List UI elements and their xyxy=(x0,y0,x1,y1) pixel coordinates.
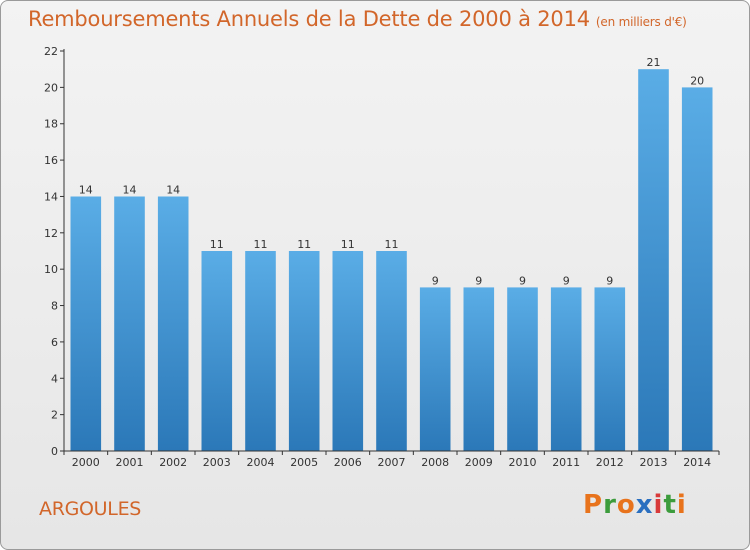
bar-2006 xyxy=(332,251,364,451)
bar-2004 xyxy=(245,251,276,451)
y-tick-label-20: 20 xyxy=(44,81,58,94)
x-tick-label-2009: 2009 xyxy=(465,456,493,469)
data-label-2013: 21 xyxy=(647,56,661,69)
y-tick-label-14: 14 xyxy=(44,191,58,204)
x-tick-label-2008: 2008 xyxy=(421,456,449,469)
bar-2010 xyxy=(507,287,538,451)
logo-letter: r xyxy=(603,490,617,520)
x-tick-label-2003: 2003 xyxy=(203,456,231,469)
y-tick-label-12: 12 xyxy=(44,227,58,240)
y-tick-label-10: 10 xyxy=(44,263,58,276)
x-tick-label-2006: 2006 xyxy=(334,456,362,469)
bar-2001 xyxy=(114,196,145,451)
bar-2012 xyxy=(594,287,626,451)
bar-2005 xyxy=(288,251,320,451)
x-tick-label-2010: 2010 xyxy=(509,456,537,469)
logo-letter: i xyxy=(653,490,664,520)
bars-layer: 14 14 14 11 11 11 11 11 9 9 9 9 9 21 20 xyxy=(70,56,713,452)
y-tick-label-8: 8 xyxy=(51,300,58,313)
data-label-2000: 14 xyxy=(79,184,93,197)
bar-2002 xyxy=(157,196,189,451)
y-tick-label-16: 16 xyxy=(44,154,58,167)
bar-2000 xyxy=(70,196,102,451)
y-tick-label-0: 0 xyxy=(51,445,58,458)
data-label-2010: 9 xyxy=(519,274,526,287)
data-label-2009: 9 xyxy=(475,274,482,287)
x-tick-label-2013: 2013 xyxy=(640,456,668,469)
logo-letter: i xyxy=(676,490,687,520)
data-label-2006: 11 xyxy=(341,238,355,251)
y-tick-label-6: 6 xyxy=(51,336,58,349)
data-label-2001: 14 xyxy=(123,184,137,197)
data-label-2007: 11 xyxy=(385,238,399,251)
x-tick-label-2007: 2007 xyxy=(378,456,406,469)
proxiti-logo: Proxiti xyxy=(583,490,687,520)
x-tick-label-2001: 2001 xyxy=(116,456,144,469)
bar-2014 xyxy=(681,87,713,452)
chart-title-text: Remboursements Annuels de la Dette de 20… xyxy=(28,7,590,31)
bar-2008 xyxy=(419,287,451,451)
data-label-2014: 20 xyxy=(690,74,704,87)
x-tick-label-2005: 2005 xyxy=(290,456,318,469)
data-label-2003: 11 xyxy=(210,238,224,251)
data-label-2004: 11 xyxy=(254,238,268,251)
x-tick-label-2014: 2014 xyxy=(683,456,711,469)
commune-name: ARGOULES xyxy=(39,498,142,520)
bar-2009 xyxy=(463,287,495,451)
bar-2007 xyxy=(376,251,407,451)
logo-letter: t xyxy=(663,490,677,520)
bar-2013 xyxy=(638,69,669,451)
y-tick-label-2: 2 xyxy=(51,409,58,422)
bar-2011 xyxy=(550,287,582,451)
data-label-2005: 11 xyxy=(297,238,311,251)
chart-unit: (en milliers d'€) xyxy=(595,15,687,29)
logo-letter: P xyxy=(583,490,604,520)
x-tick-label-2000: 2000 xyxy=(72,456,100,469)
logo-letter: x xyxy=(635,490,654,520)
logo-letter: o xyxy=(616,490,636,520)
y-tick-label-18: 18 xyxy=(44,118,58,131)
x-tick-label-2012: 2012 xyxy=(596,456,624,469)
data-label-2011: 9 xyxy=(563,274,570,287)
data-label-2008: 9 xyxy=(432,274,439,287)
y-tick-label-4: 4 xyxy=(51,372,58,385)
x-tick-label-2002: 2002 xyxy=(159,456,187,469)
axis-layer: 2000 2001 2002 2003 2004 2005 2006 2007 2008 2009… xyxy=(44,45,720,469)
data-label-2012: 9 xyxy=(606,274,613,287)
y-tick-label-22: 22 xyxy=(44,45,58,58)
chart-title: Remboursements Annuels de la Dette de 20… xyxy=(28,7,687,31)
data-label-2002: 14 xyxy=(166,184,180,197)
x-tick-label-2004: 2004 xyxy=(247,456,275,469)
x-tick-label-2011: 2011 xyxy=(552,456,580,469)
bar-2003 xyxy=(201,251,233,451)
